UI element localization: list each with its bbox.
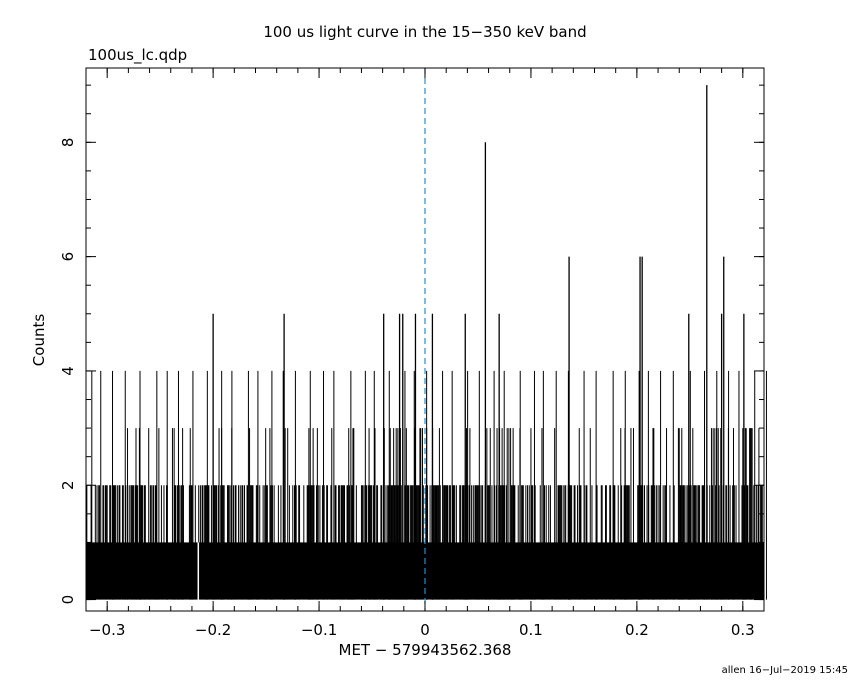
axis-ticks: −0.3 −0.2 −0.1 0 0.1 0.2 0.3 0 2 4 6 8 (59, 68, 765, 639)
y-axis-label: Counts (30, 314, 48, 367)
x-tick-label: 0.1 (519, 621, 543, 639)
file-name-label: 100us_lc.qdp (88, 46, 187, 65)
x-tick-label: 0.2 (625, 621, 649, 639)
y-tick-label: 2 (59, 480, 77, 490)
footer-stamp: allen 16−Jul−2019 15:45 (722, 665, 848, 676)
x-tick-label: −0.1 (301, 621, 337, 639)
x-tick-label: −0.3 (89, 621, 125, 639)
x-tick-label: 0 (420, 621, 430, 639)
x-tick-label: 0.3 (731, 621, 755, 639)
y-tick-label: 4 (59, 366, 77, 376)
x-axis-label: MET − 579943562.368 (339, 641, 512, 659)
chart-title: 100 us light curve in the 15−350 keV ban… (263, 23, 586, 41)
histogram-series (86, 85, 767, 612)
y-tick-label: 8 (59, 138, 77, 148)
y-tick-label: 0 (59, 595, 77, 605)
y-tick-label: 6 (59, 252, 77, 262)
x-tick-label: −0.2 (195, 621, 231, 639)
